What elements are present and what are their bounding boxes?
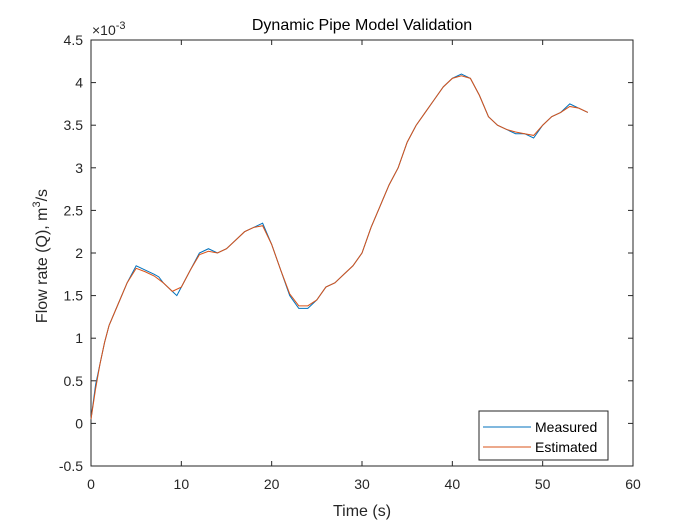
x-tick-label: 60: [625, 476, 641, 492]
legend-box: [478, 410, 609, 461]
y-tick-label: -0.5: [59, 458, 83, 474]
ticks-layer: 0 10 20 30 40 50 60-0.500.511.522.533.544.5: [59, 32, 641, 492]
x-tick-label: 40: [445, 476, 461, 492]
y-exponent-label: ×10-3: [92, 20, 126, 38]
y-tick-label: 0.5: [64, 373, 84, 389]
y-exponent-base: ×10: [92, 22, 116, 38]
y-axis-label-superscript: 3: [31, 201, 43, 207]
y-tick-label: 3.5: [64, 117, 84, 133]
y-tick-label: 1: [75, 330, 83, 346]
y-tick-label: 2.5: [64, 202, 84, 218]
x-tick-label: 30: [354, 476, 370, 492]
y-tick-label: 3: [75, 160, 83, 176]
series-layer: [90, 73, 589, 420]
y-exponent-power: -3: [116, 20, 126, 32]
chart-title: Dynamic Pipe Model Validation: [252, 17, 472, 34]
series-line-estimated: [90, 75, 589, 420]
legend-label-estimated: Estimated: [535, 439, 597, 455]
y-tick-label: 2: [75, 245, 83, 261]
x-tick-label: 10: [174, 476, 190, 492]
y-axis-label-tail: /s: [34, 189, 51, 201]
y-tick-label: 4.5: [64, 32, 84, 48]
x-axis-label: Time (s): [333, 503, 391, 520]
y-tick-label: 0: [75, 415, 83, 431]
x-tick-label: 20: [264, 476, 280, 492]
y-tick-label: 1.5: [64, 288, 84, 304]
y-axis-label: Flow rate (Q), m3/s: [31, 189, 51, 323]
legend: Measured Estimated: [478, 410, 609, 461]
legend-label-measured: Measured: [535, 419, 597, 435]
x-tick-label: 50: [535, 476, 551, 492]
y-axis-label-main: Flow rate (Q), m: [34, 208, 51, 324]
x-tick-label: 0: [87, 476, 95, 492]
y-tick-label: 4: [75, 75, 83, 91]
